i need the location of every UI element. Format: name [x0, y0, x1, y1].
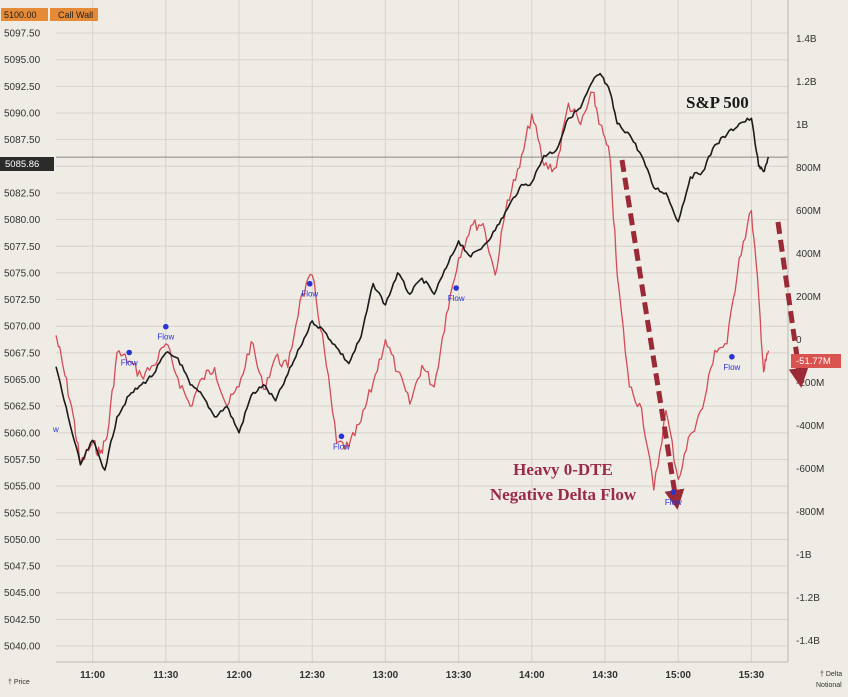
- y-left-axis: 5097.50 5095.00 5092.50 5090.00 5087.50 5085.…: [4, 29, 41, 653]
- x-axis-label: † Price: [8, 679, 30, 686]
- y-left-tick-label: 5072.50: [4, 295, 41, 306]
- x-tick-label: 13:00: [373, 670, 399, 681]
- flow-marker-label: Flow: [448, 294, 465, 303]
- y-right-tick-label: 800M: [796, 163, 821, 174]
- y-right-tick-label: 1B: [796, 120, 809, 131]
- y-left-tick-label: 5077.50: [4, 242, 41, 253]
- series-group: [55, 72, 770, 491]
- y-left-tick-label: 5052.50: [4, 508, 41, 519]
- y-left-tick-label: 5087.50: [4, 135, 41, 146]
- y-right-tick-label: -800M: [796, 507, 824, 518]
- flow-marker-dot: [670, 489, 677, 496]
- flow-annotation-line1: Heavy 0-DTE: [513, 460, 613, 479]
- y-right-tick-label: 1.4B: [796, 34, 817, 45]
- x-tick-label: 15:00: [665, 670, 691, 681]
- flow-annotation-line2: Negative Delta Flow: [490, 485, 637, 504]
- flow-marker-dot: [126, 349, 132, 356]
- y-left-tick-label: 5040.00: [4, 642, 41, 653]
- y-right-tick-label: -400M: [796, 421, 824, 432]
- call-wall-tag: 5100.00 Call Wall: [1, 8, 98, 21]
- flow-marker-dot: [453, 285, 459, 291]
- x-tick-label: 15:30: [739, 670, 765, 681]
- y-right-tick-label: 0: [796, 335, 802, 346]
- y-right-tick-label: -1.4B: [796, 636, 820, 647]
- flow-marker-label: Flow: [121, 358, 138, 367]
- y-right-tick-label: 1.2B: [796, 77, 817, 88]
- svg-text:-51.77M: -51.77M: [796, 356, 831, 367]
- svg-text:Call Wall: Call Wall: [58, 10, 93, 20]
- flow-marker-label: Flow: [157, 333, 174, 342]
- delta-notional-line: [55, 91, 770, 491]
- x-tick-label: 13:30: [446, 670, 472, 681]
- x-axis: 11:00 11:30 12:00 12:30 13:00 13:30 14:00 14:30…: [80, 670, 765, 681]
- flow-marker-dot: [163, 323, 169, 330]
- x-tick-label: 14:30: [592, 670, 618, 681]
- y-left-tick-label: 5097.50: [4, 29, 41, 40]
- svg-text:5100.00: 5100.00: [4, 10, 37, 20]
- arrows-group: [619, 159, 809, 510]
- y-left-tick-label: 5055.00: [4, 482, 41, 493]
- y-left-tick-label: 5050.00: [4, 535, 41, 546]
- x-tick-label: 11:30: [153, 670, 178, 681]
- y-left-tick-label: 5057.50: [4, 455, 41, 466]
- y-right-tick-label: -1B: [796, 550, 812, 561]
- flow-marker-label: Flow: [301, 290, 318, 299]
- y-left-tick-label: 5045.00: [4, 588, 41, 599]
- flow-marker-label: Flow: [333, 442, 350, 451]
- y-right-axis: 1.4B 1.2B 1B 800M 600M 400M 200M 0 -200M -400M -60…: [796, 34, 824, 647]
- left-edge-label: w: [52, 425, 59, 434]
- x-tick-label: 12:30: [299, 670, 325, 681]
- y-left-tick-label: 5065.00: [4, 375, 41, 386]
- series-label-sp500: S&P 500: [686, 93, 749, 112]
- flow-arrow-1: [619, 159, 685, 510]
- y-left-tick-label: 5082.50: [4, 188, 41, 199]
- svg-text:Notional: Notional: [816, 682, 842, 689]
- y-right-tick-label: 600M: [796, 206, 821, 217]
- x-tick-label: 14:00: [519, 670, 545, 681]
- current-delta-tag: -51.77M: [791, 354, 841, 368]
- y-left-tick-label: 5090.00: [4, 108, 41, 119]
- y-right-tick-label: -1.2B: [796, 593, 820, 604]
- y-left-tick-label: 5060.00: [4, 428, 41, 439]
- y-right-tick-label: -600M: [796, 464, 824, 475]
- y-left-tick-label: 5062.50: [4, 402, 41, 413]
- y-left-tick-label: 5042.50: [4, 615, 41, 626]
- y-left-tick-label: 5075.00: [4, 268, 41, 279]
- flow-marker-dot: [338, 433, 345, 440]
- y-right-tick-label: 400M: [796, 249, 821, 260]
- current-price-tag: 5085.86: [0, 157, 54, 171]
- grid: [56, 0, 789, 663]
- y-left-tick-label: 5092.50: [4, 82, 41, 93]
- y-right-axis-label: † Delta Notional: [816, 671, 842, 689]
- x-tick-label: 11:00: [80, 670, 105, 681]
- flow-arrow-2: [775, 221, 809, 388]
- y-left-tick-label: 5095.00: [4, 55, 41, 66]
- sp500-price-line: [55, 72, 770, 471]
- y-left-tick-label: 5047.50: [4, 562, 41, 573]
- flow-markers: Flow Flow Flow Flow Flow Flow Flow: [121, 280, 741, 507]
- y-left-tick-label: 5067.50: [4, 348, 41, 359]
- svg-text:5085.86: 5085.86: [5, 159, 39, 170]
- flow-marker-label: Flow: [665, 498, 682, 507]
- y-right-tick-label: -200M: [796, 378, 824, 389]
- y-left-tick-label: 5080.00: [4, 215, 41, 226]
- flow-marker-label: Flow: [723, 363, 740, 372]
- x-tick-label: 12:00: [226, 670, 252, 681]
- y-right-tick-label: 200M: [796, 292, 821, 303]
- y-left-tick-label: 5070.00: [4, 322, 41, 333]
- svg-text:† Delta: † Delta: [820, 671, 842, 678]
- flow-marker-dot: [306, 280, 313, 287]
- flow-marker-dot: [729, 353, 735, 360]
